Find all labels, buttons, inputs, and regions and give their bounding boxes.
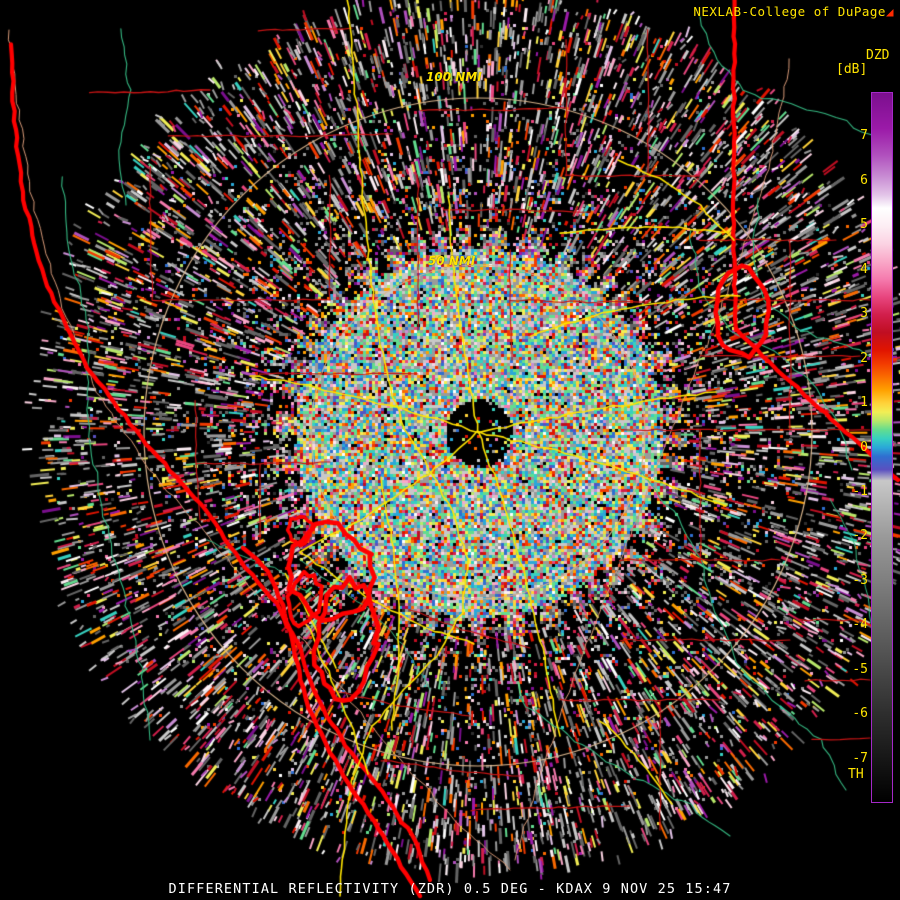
colorbar-tick: -2 bbox=[852, 528, 868, 544]
colorbar-tick: 6 bbox=[860, 172, 868, 188]
colorbar-tick: 1 bbox=[860, 395, 868, 411]
product-status-bar: DIFFERENTIAL REFLECTIVITY (ZDR) 0.5 DEG … bbox=[168, 881, 732, 897]
colorbar-units: [dB] bbox=[836, 62, 868, 77]
colorbar-tick: -6 bbox=[852, 706, 868, 722]
range-ring-label-100: 100 NMI bbox=[426, 70, 482, 84]
colorbar-threshold-label: TH bbox=[848, 767, 864, 782]
colorbar-gradient bbox=[872, 93, 892, 802]
colorbar-tick: 0 bbox=[860, 439, 868, 455]
colorbar-tick: 4 bbox=[860, 261, 868, 277]
colorbar-tick: 5 bbox=[860, 217, 868, 233]
colorbar-title: DZD bbox=[866, 48, 890, 63]
branding-text: NEXLAB-College of DuPage◢ bbox=[693, 4, 894, 19]
colorbar-scale[interactable] bbox=[871, 92, 893, 803]
branding-label: NEXLAB-College of DuPage bbox=[693, 4, 886, 19]
colorbar-tick: -5 bbox=[852, 661, 868, 677]
colorbar-tick: -3 bbox=[852, 572, 868, 588]
colorbar-tick: -7 bbox=[852, 750, 868, 766]
colorbar-tick: 3 bbox=[860, 306, 868, 322]
colorbar-tick: -1 bbox=[852, 483, 868, 499]
colorbar-tick: -4 bbox=[852, 617, 868, 633]
colorbar-tick: 2 bbox=[860, 350, 868, 366]
branding-mark-icon: ◢ bbox=[885, 4, 894, 19]
colorbar-tick: 7 bbox=[860, 128, 868, 144]
range-ring-label-50: 50 NMI bbox=[428, 254, 476, 268]
